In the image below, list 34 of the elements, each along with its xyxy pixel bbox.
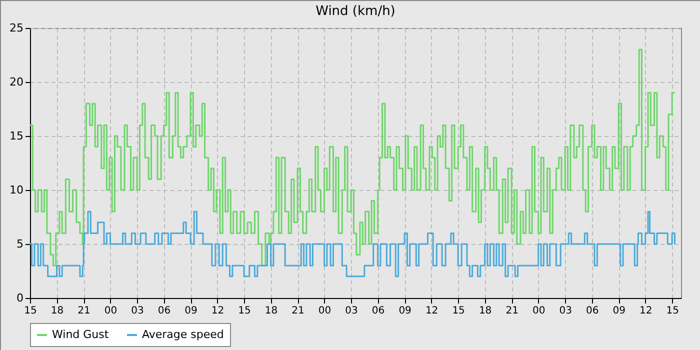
y-tick-label: 10 xyxy=(10,184,24,196)
x-tick-label: 21 xyxy=(292,306,304,316)
x-tick-label: 00 xyxy=(104,306,118,316)
x-tick-label: 12 xyxy=(639,306,652,316)
x-tick-label: 21 xyxy=(78,306,90,316)
x-tick-label: 15 xyxy=(452,306,465,316)
legend-label: Wind Gust xyxy=(52,328,110,341)
x-tick-label: 00 xyxy=(318,306,332,316)
y-tick-label: 15 xyxy=(10,130,24,142)
y-tick-label: 0 xyxy=(16,292,24,304)
x-tick-label: 18 xyxy=(50,306,64,316)
legend-label: Average speed xyxy=(142,328,224,341)
x-tick-label: 06 xyxy=(586,306,599,316)
x-tick-label: 03 xyxy=(345,306,358,316)
x-tick-label: 15 xyxy=(238,306,251,316)
x-tick-label: 18 xyxy=(478,306,492,316)
chart-title: Wind (km/h) xyxy=(316,4,396,19)
x-tick-label: 00 xyxy=(532,306,546,316)
x-tick-label: 21 xyxy=(506,306,518,316)
x-tick-label: 15 xyxy=(24,306,37,316)
x-tick-label: 09 xyxy=(184,306,198,316)
x-tick-label: 15 xyxy=(666,306,679,316)
x-tick-label: 09 xyxy=(612,306,626,316)
x-tick-label: 12 xyxy=(425,306,438,316)
x-tick-label: 12 xyxy=(211,306,224,316)
y-tick-label: 25 xyxy=(10,22,24,34)
x-tick-label: 06 xyxy=(158,306,171,316)
y-tick-label: 5 xyxy=(16,238,24,250)
y-tick-label: 20 xyxy=(10,76,24,88)
x-tick-label: 09 xyxy=(398,306,412,316)
x-tick-label: 18 xyxy=(264,306,278,316)
x-tick-label: 03 xyxy=(559,306,572,316)
x-tick-label: 03 xyxy=(131,306,144,316)
x-tick-label: 06 xyxy=(372,306,385,316)
